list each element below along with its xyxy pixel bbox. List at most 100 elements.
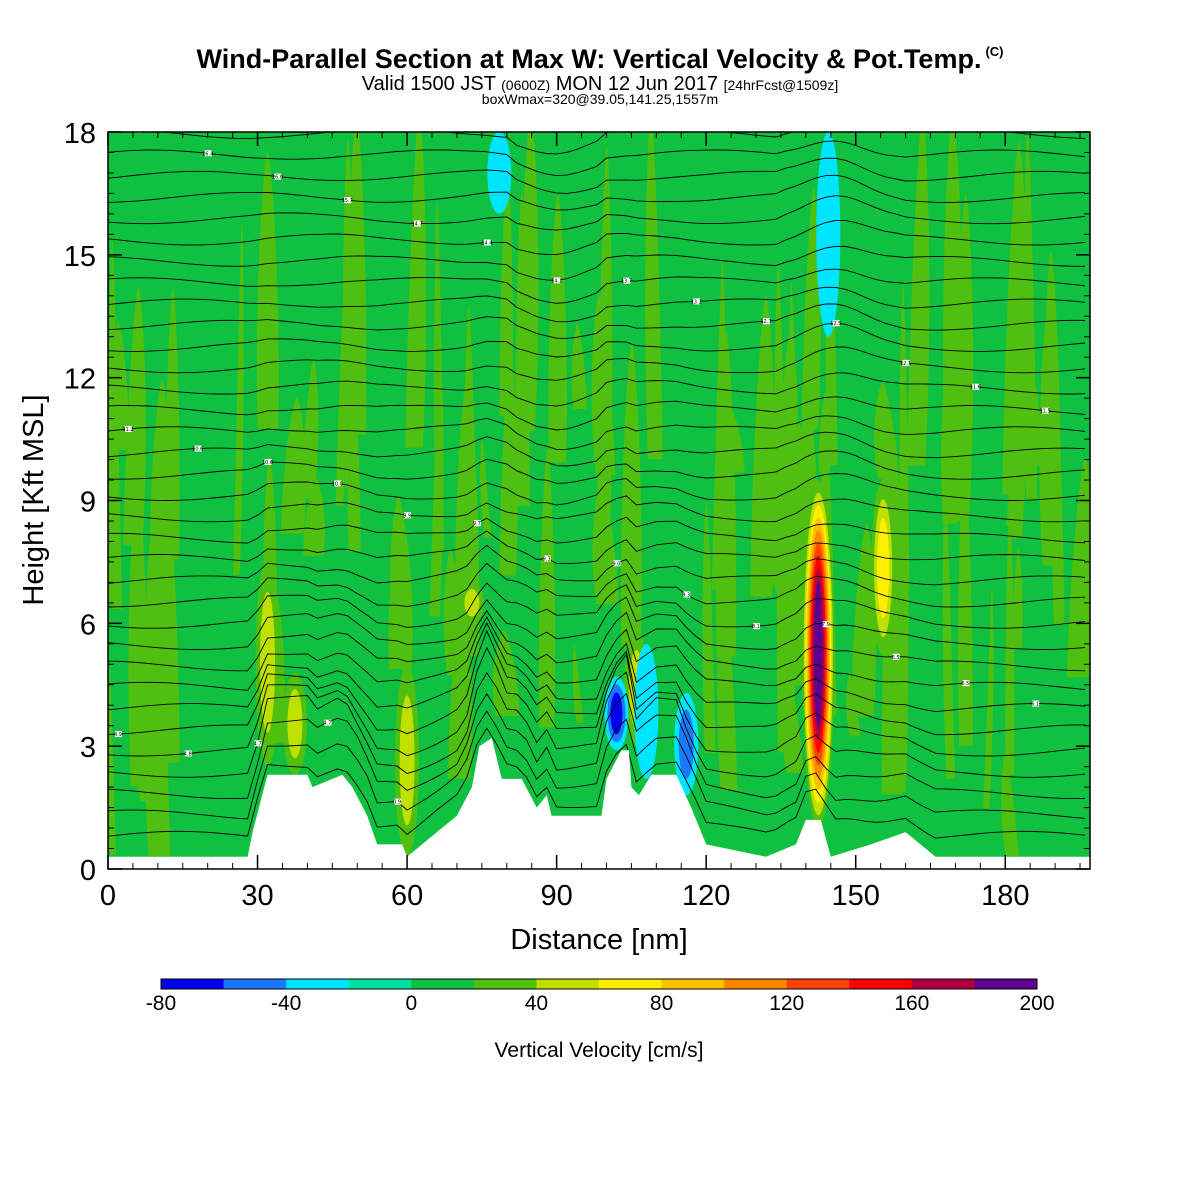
colorbar-tick-label: -80 <box>146 992 176 1015</box>
contour-label-text: 14.7 <box>411 222 422 228</box>
contour-label-box <box>962 680 970 687</box>
updraft-streak <box>515 132 539 432</box>
contour-label: 6.5 <box>892 653 900 661</box>
contour-label: 8.3 <box>682 591 691 598</box>
updraft-streak <box>434 201 444 551</box>
isentrope-line <box>108 140 1086 177</box>
contour-label: 8.1 <box>752 623 761 630</box>
contour-label-text: 9.9 <box>403 513 411 519</box>
updraft-streak <box>1011 546 1023 649</box>
contour-label: 4.8 <box>184 750 192 757</box>
isentrope-line <box>108 431 1086 467</box>
contour-label-text: 10.6 <box>262 460 273 466</box>
contour-label: 15.7 <box>342 197 353 204</box>
updraft-streak <box>405 132 427 448</box>
updraft-streak <box>890 429 909 792</box>
isentrope-line <box>108 692 1086 800</box>
contour-label-text: 16.4 <box>202 151 213 157</box>
contour-label-box <box>543 555 551 562</box>
downdraft-core <box>816 132 841 337</box>
contour-label-text: 7.9 <box>822 622 830 628</box>
chart-subtitle: Valid 1500 JST (0600Z) MON 12 Jun 2017 [… <box>0 73 1200 96</box>
isentrope-line <box>108 245 1085 281</box>
colorbar-tick-label: 40 <box>525 992 548 1015</box>
contour-label-text: 11.5 <box>1040 409 1051 415</box>
colorbar-swatch <box>911 979 975 989</box>
colorbar-swatch <box>223 979 287 989</box>
contour-label: 12.1 <box>900 359 911 367</box>
contour-label-box <box>194 445 202 452</box>
contour-label: 7.9 <box>822 621 830 628</box>
contour-label: 4.9 <box>114 731 122 738</box>
contour-label-text: 8.3 <box>682 592 690 598</box>
updraft-streak <box>165 285 180 560</box>
contour-label-text: 10.6 <box>192 447 203 453</box>
isentrope-line <box>108 609 1086 672</box>
contour-label-box <box>473 520 481 527</box>
updraft-streak <box>645 132 663 459</box>
isentrope-line <box>108 415 1086 450</box>
contour-label: 10.6 <box>192 445 203 453</box>
updraft-core <box>877 518 890 618</box>
isentrope-line <box>108 303 1086 339</box>
contour-label-text: 6.1 <box>1031 702 1039 708</box>
contour-label-text: 12.5 <box>830 321 841 327</box>
contour-label: 13.7 <box>621 277 632 285</box>
valid-date: MON 12 Jun 2017 <box>555 73 719 95</box>
contour-label: 9.9 <box>403 512 412 519</box>
contour-label: 0.9 <box>393 798 402 806</box>
downdraft-core <box>487 132 512 214</box>
isentrope-line <box>158 132 1086 155</box>
contour-label-text: 4.9 <box>114 732 122 738</box>
x-tick-label: 180 <box>981 880 1029 912</box>
contour-label-box <box>404 512 412 519</box>
updraft-streak <box>942 481 956 779</box>
contour-label-box <box>254 740 262 747</box>
isentrope-line <box>108 195 1086 231</box>
updraft-streak <box>233 221 244 576</box>
contour-label-box <box>832 320 840 327</box>
colorbar-swatch <box>599 979 663 989</box>
updraft-streak <box>983 586 994 809</box>
colorbar-tick-label: 120 <box>769 992 804 1015</box>
downdraft-core <box>634 643 659 779</box>
colorbar: -80 -40 0 40 80 120 160 200 <box>146 978 1055 1015</box>
updraft-core <box>813 580 823 728</box>
updraft-streak <box>335 303 346 506</box>
contour-label: 9.3 <box>543 555 551 562</box>
isentrope-line <box>108 646 1086 757</box>
y-tick-label: 9 <box>80 487 96 519</box>
isentrope-line <box>108 157 1086 194</box>
box-info: boxWmax=320@39.05,141.25,1557m <box>481 91 719 107</box>
updraft-streak <box>780 436 797 732</box>
isentrope-line <box>108 562 1086 608</box>
updraft-streak <box>571 322 587 409</box>
contour-label: 6.1 <box>1031 700 1040 708</box>
contour-label-box <box>184 750 192 757</box>
updraft-streak <box>499 351 518 576</box>
colorbar-swatch <box>348 979 412 989</box>
isentrope-line <box>108 473 1086 506</box>
updraft-streak <box>801 187 821 429</box>
valid-utc: (0600Z) <box>501 77 551 93</box>
contour-label: 9.7 <box>473 520 481 527</box>
contour-label: 14.1 <box>551 277 562 284</box>
isentrope-line <box>108 516 1086 544</box>
isentrope-line <box>108 268 1086 304</box>
y-tick-label: 18 <box>64 118 96 150</box>
contour-label-box <box>613 560 621 567</box>
colorbar-swatch <box>473 979 537 989</box>
updraft-streak <box>390 494 411 623</box>
contour-label-text: 10.0 <box>332 481 343 487</box>
contour-label: 16.0 <box>272 173 283 181</box>
updraft-streak <box>108 657 116 855</box>
isentrope-line <box>108 322 1086 358</box>
terrain-profile <box>108 738 1090 869</box>
updraft-streak <box>1039 306 1063 566</box>
contour-label-box <box>483 239 491 246</box>
contour-label-box <box>762 318 770 325</box>
isentrope-line <box>108 621 1086 713</box>
contour-label: 13.2 <box>691 298 702 305</box>
valid-prefix: Valid 1500 JST <box>361 73 496 95</box>
contour-label-box <box>753 623 761 630</box>
